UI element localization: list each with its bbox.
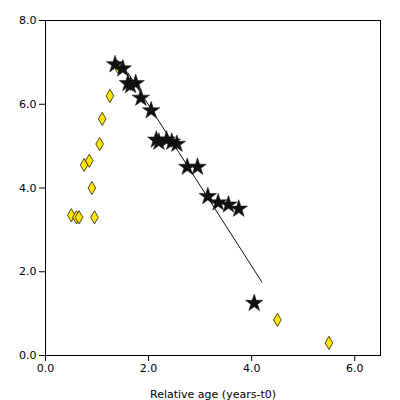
svg-text:8.0: 8.0 [19, 14, 37, 27]
svg-text:2.0: 2.0 [140, 362, 158, 375]
svg-text:4.0: 4.0 [19, 182, 37, 195]
svg-text:4.0: 4.0 [243, 362, 261, 375]
svg-text:Relative age (years-t0): Relative age (years-t0) [150, 388, 276, 400]
svg-text:2.0: 2.0 [19, 265, 37, 278]
svg-text:0.0: 0.0 [19, 349, 37, 362]
svg-text:6.0: 6.0 [19, 98, 37, 111]
svg-text:6.0: 6.0 [346, 362, 364, 375]
svg-text:0.0: 0.0 [37, 362, 55, 375]
